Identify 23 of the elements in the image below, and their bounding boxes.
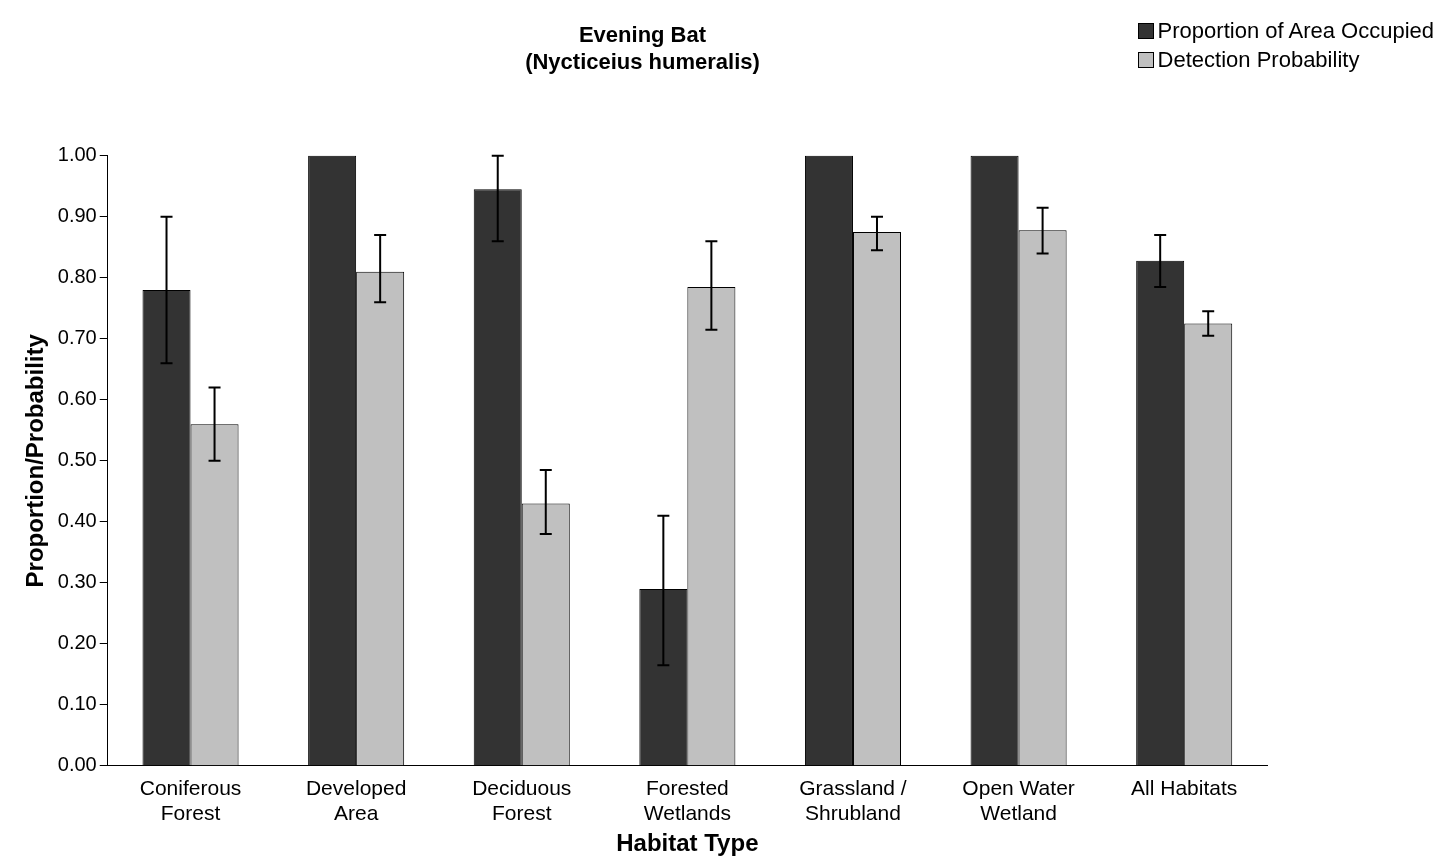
y-tick-label: 0.20 bbox=[57, 631, 97, 654]
x-tick-label: Grassland / Shrubland bbox=[799, 776, 907, 825]
y-tick-label: 0.90 bbox=[57, 204, 97, 227]
chart-title: Evening Bat (Nycticeius humeralis) bbox=[525, 22, 760, 74]
x-tick-label: All Habitats bbox=[1131, 776, 1238, 800]
y-tick-label: 0.80 bbox=[57, 265, 97, 288]
x-axis-title: Habitat Type bbox=[616, 829, 759, 857]
y-tick-label: 0.10 bbox=[57, 692, 97, 715]
x-tick-label: Coniferous Forest bbox=[139, 776, 242, 825]
y-tick-label: 0.00 bbox=[57, 753, 97, 776]
y-tick-label: 1.00 bbox=[57, 143, 97, 166]
x-tick-label: Deciduous Forest bbox=[472, 776, 572, 825]
y-tick-label: 0.30 bbox=[57, 570, 97, 593]
x-tick-label: Developed Area bbox=[305, 776, 407, 825]
legend-label: Proportion of Area Occupied bbox=[1157, 17, 1434, 45]
y-tick-label: 0.70 bbox=[57, 326, 97, 349]
y-tick-label: 0.50 bbox=[57, 448, 97, 471]
y-tick-label: 0.40 bbox=[57, 509, 97, 532]
x-tick-label: Forested Wetlands bbox=[643, 776, 731, 825]
y-tick-label: 0.60 bbox=[57, 387, 97, 410]
y-axis-title: Proportion/Probability bbox=[21, 333, 49, 588]
legend-label: Detection Probability bbox=[1157, 46, 1360, 74]
x-tick-label: Open Water Wetland bbox=[962, 776, 1075, 825]
